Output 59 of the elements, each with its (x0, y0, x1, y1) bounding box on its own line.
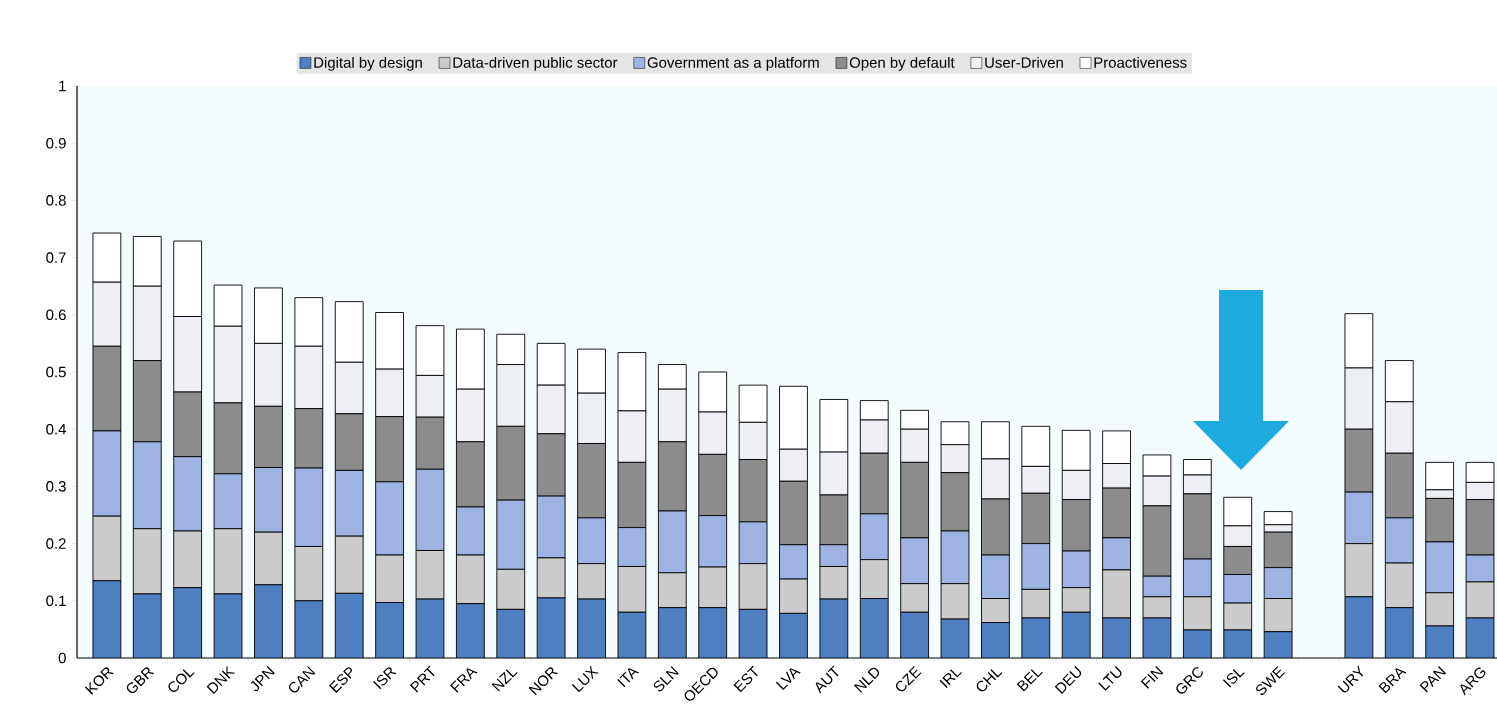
bar (416, 599, 444, 658)
bar (658, 607, 687, 658)
bar (214, 593, 242, 658)
x-tick-label: ISL (1222, 669, 1245, 688)
legend-label: Proactiveness (1094, 56, 1187, 68)
y-tick-label: 0.3 (46, 481, 66, 492)
x-tick-label: NZL (491, 669, 518, 692)
bar (1223, 629, 1252, 658)
bar (860, 598, 889, 658)
bar (1385, 607, 1414, 658)
bar (1425, 625, 1454, 658)
y-tick-label: 0.9 (46, 137, 66, 149)
x-tick-label: BEL (1016, 669, 1043, 692)
y-tick-label: 0.4 (46, 423, 66, 435)
x-tick-label: LTU (1098, 666, 1122, 691)
bar (1344, 596, 1373, 658)
bar (537, 597, 566, 658)
bar (981, 622, 1010, 658)
y-tick-label: 0.8 (46, 195, 66, 206)
bar (294, 600, 323, 658)
x-tick-label: LVA (775, 668, 801, 691)
y-tick-label: 0.7 (46, 252, 66, 263)
x-tick-label: ITA (617, 668, 640, 688)
x-tick-label: ISR (373, 667, 397, 690)
x-tick-label: FRA (450, 668, 478, 693)
x-tick-label: BRA (1378, 668, 1407, 694)
bar (375, 602, 404, 658)
legend-label: Data-driven public sector (453, 56, 618, 71)
legend-label: Open by default (849, 56, 955, 71)
bar (133, 593, 162, 658)
x-tick-label: COL (168, 669, 195, 692)
x-tick-label: CHL (976, 669, 1003, 692)
bar (779, 613, 808, 658)
bar (173, 587, 202, 658)
bar (1102, 617, 1131, 658)
bar (1183, 629, 1212, 658)
bar (900, 612, 929, 658)
y-tick-label: 0.1 (46, 595, 66, 607)
bar (496, 609, 525, 658)
x-tick-label: FIN (1140, 666, 1164, 689)
y-tick-label: 1 (59, 80, 66, 92)
bar (456, 603, 485, 658)
y-tick-label: 0 (58, 652, 66, 664)
legend-label: Government as a platform (647, 56, 819, 71)
y-tick-label: 0.2 (46, 538, 66, 549)
bar (577, 599, 606, 658)
bar (1062, 612, 1091, 658)
x-tick-label: IRL (939, 669, 962, 688)
bar (254, 584, 283, 658)
bar (819, 599, 848, 658)
bar (739, 609, 768, 658)
y-tick-label: 0.6 (46, 309, 66, 321)
legend-label: Digital by design (314, 56, 422, 71)
bar (698, 607, 727, 658)
bar (335, 593, 364, 658)
legend-label: User-Driven (985, 56, 1063, 68)
y-tick-label: 0.5 (46, 366, 66, 378)
bar (92, 580, 121, 658)
bar (617, 612, 646, 658)
